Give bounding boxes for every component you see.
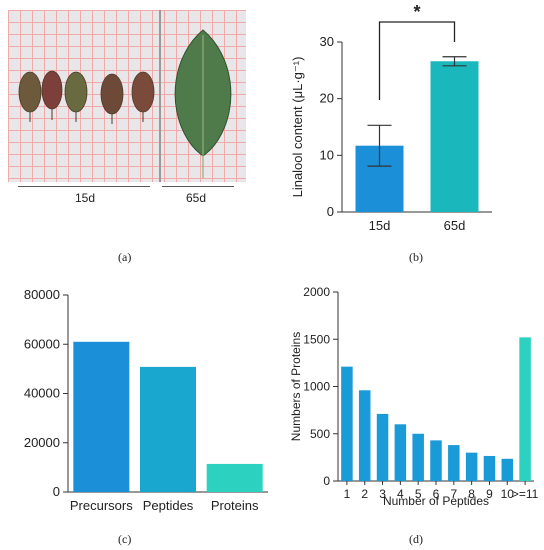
y-tick-label: 1000	[303, 380, 330, 394]
x-tick-label: 2	[361, 487, 368, 501]
x-tick-label: >=11	[512, 487, 539, 501]
leaf-photo	[8, 10, 246, 182]
x-tick-label: 7	[450, 487, 457, 501]
scale-line-15d	[18, 186, 150, 187]
young-leaf-4	[100, 73, 124, 115]
y-axis-title: Linalool content (μL·g⁻¹)	[290, 57, 305, 198]
chart-c: 0 20000 40000 60000 80000 Precursors Peptides P…	[24, 287, 268, 513]
young-leaf-3	[64, 71, 88, 113]
x-tick-label: Precursors	[70, 498, 133, 513]
bar	[206, 463, 263, 492]
x-tick-label: 8	[468, 487, 475, 501]
bar	[73, 341, 130, 492]
caption-c: (c)	[118, 532, 132, 546]
x-tick-label: 65d	[444, 218, 466, 233]
label-65d: 65d	[186, 191, 207, 205]
caption-b: (b)	[409, 250, 423, 264]
leaves-illustration	[18, 29, 232, 178]
bar	[483, 455, 496, 481]
y-tick-label: 60000	[24, 336, 60, 351]
y-tick-label: 0	[323, 474, 330, 488]
young-leaf-5	[131, 71, 155, 113]
young-leaf-1	[18, 71, 42, 113]
y-tick-label: 2000	[303, 285, 330, 299]
bar	[140, 366, 196, 492]
bar	[501, 458, 514, 481]
label-15d: 15d	[75, 191, 96, 205]
y-tick-label: 20	[320, 91, 334, 106]
scale-line-65d	[162, 186, 234, 187]
x-tick-label: 4	[397, 487, 404, 501]
y-tick-label: 40000	[24, 386, 60, 401]
caption-a: (a)	[118, 250, 132, 264]
y-tick-label: 80000	[24, 287, 60, 302]
caption-d: (d)	[409, 532, 423, 546]
x-tick-label: 10	[501, 487, 515, 501]
bar	[341, 366, 353, 481]
x-tick-label: 9	[486, 487, 493, 501]
bar	[376, 413, 389, 481]
bar	[412, 433, 424, 481]
x-axis-title: Number of Peptides	[383, 494, 489, 508]
x-tick-label: 1	[344, 487, 351, 501]
bar	[358, 390, 371, 481]
chart-d: 0 500 1000 1500 2000 1 2 3 4 5 6 7 8 9 10>=11 Numbers o…	[289, 285, 539, 508]
x-tick-label: 3	[379, 487, 386, 501]
x-tick-label: 6	[433, 487, 440, 501]
chart-b: 0 10 20 30 15d 65d * Linalool content (μL·g⁻¹)	[290, 2, 492, 233]
y-tick-label: 10	[320, 147, 334, 162]
y-tick-label: 30	[320, 34, 334, 49]
x-tick-label: Proteins	[211, 498, 259, 513]
bar	[430, 440, 442, 481]
x-tick-label: 15d	[369, 218, 391, 233]
bar	[519, 337, 531, 481]
x-tick-label: 5	[415, 487, 422, 501]
y-tick-label: 0	[327, 204, 334, 219]
significance-star: *	[413, 2, 420, 22]
x-tick-label: Peptides	[143, 498, 194, 513]
y-tick-label: 1500	[303, 332, 330, 346]
bar	[394, 424, 407, 481]
bar	[465, 452, 478, 481]
bar	[448, 445, 460, 481]
y-tick-label: 500	[310, 427, 330, 441]
bar	[430, 61, 479, 213]
y-tick-label: 0	[53, 484, 60, 499]
y-tick-label: 20000	[24, 435, 60, 450]
photo-divider	[159, 10, 161, 182]
y-axis-title: Numbers of Proteins	[289, 332, 303, 441]
young-leaf-2	[41, 70, 63, 110]
significance-bracket	[378, 21, 456, 100]
